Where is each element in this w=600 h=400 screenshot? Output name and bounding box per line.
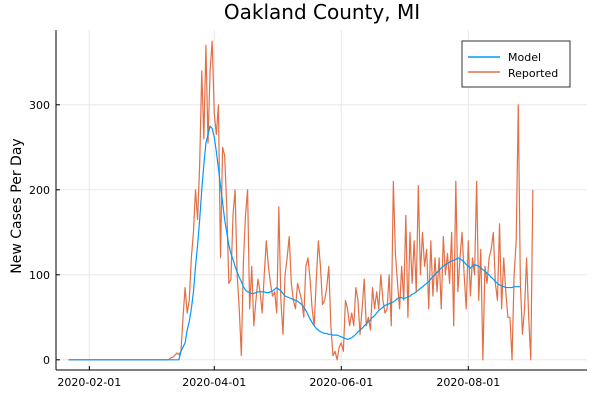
y-tick-label: 300 — [29, 99, 50, 112]
x-tick-label: 2020-04-01 — [182, 376, 246, 389]
y-tick-label: 0 — [43, 354, 50, 367]
ticks-layer: 2020-02-01 2020-04-01 2020-06-01 2020-08-01… — [29, 99, 500, 389]
legend: Model Reported — [461, 40, 571, 88]
legend-label-model: Model — [508, 51, 541, 64]
y-tick-label: 100 — [29, 269, 50, 282]
y-axis-label: New Cases Per Day — [9, 138, 25, 273]
x-tick-label: 2020-02-01 — [57, 376, 121, 389]
series-line-model — [68, 125, 521, 361]
legend-label-reported: Reported — [508, 67, 558, 80]
x-tick-label: 2020-08-01 — [436, 376, 500, 389]
chart-title: Oakland County, MI — [224, 0, 420, 24]
series-layer — [68, 40, 534, 361]
axes-layer — [55, 30, 587, 371]
legend-box — [461, 40, 571, 88]
y-tick-label: 200 — [29, 184, 50, 197]
x-tick-label: 2020-06-01 — [309, 376, 373, 389]
